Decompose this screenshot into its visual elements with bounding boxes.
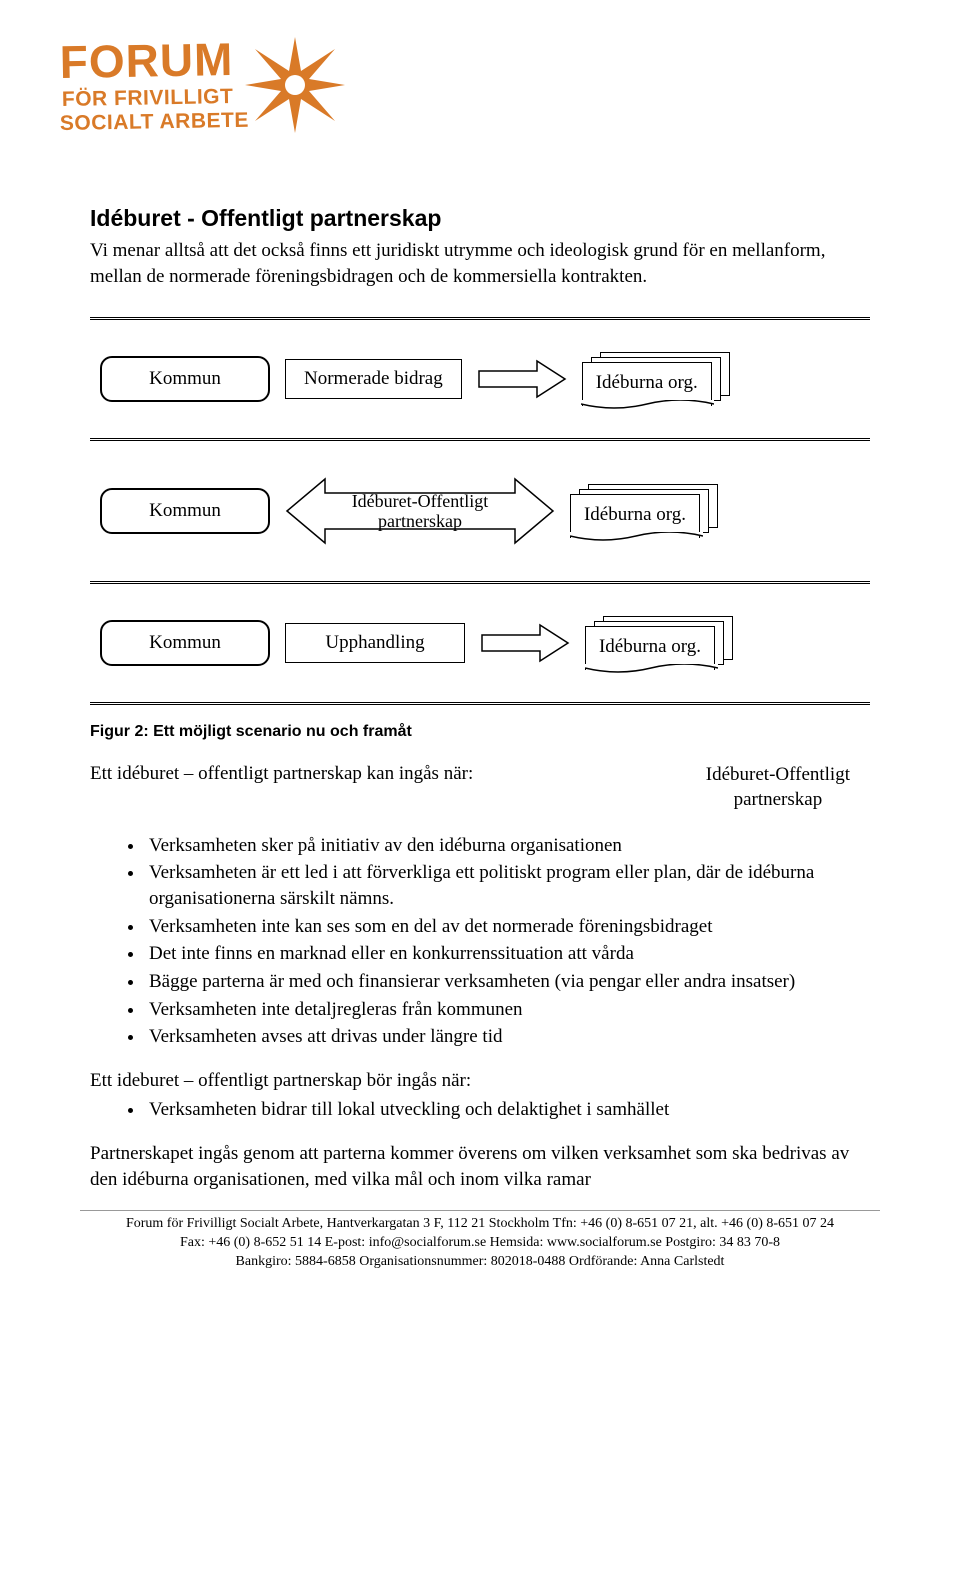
float-label: Idéburet-Offentligtpartnerskap: [706, 763, 850, 812]
logo-line1: FORUM: [60, 33, 234, 88]
list-item: Verksamheten sker på initiativ av den id…: [145, 833, 870, 859]
arrow-right-icon: [477, 359, 567, 399]
diagram-row-1: Kommun Normerade bidrag Idéburna org.: [90, 330, 870, 428]
list-item: Bägge parterna är med och finansierar ve…: [145, 969, 870, 995]
divider: [90, 438, 870, 441]
list-item: Det inte finns en marknad eller en konku…: [145, 941, 870, 967]
logo-line2: FÖR FRIVILLIGT: [62, 85, 234, 111]
svg-text:Idéburet-Offentligt: Idéburet-Offentligt: [352, 491, 489, 511]
divider: [90, 317, 870, 320]
kommun-box: Kommun: [100, 356, 270, 402]
kan-intro: Ett idéburet – offentligt partnerskap ka…: [90, 763, 473, 785]
ideburna-stack: Idéburna org.: [585, 616, 735, 670]
footer: Forum för Frivilligt Socialt Arbete, Han…: [90, 1215, 870, 1272]
figure-caption: Figur 2: Ett möjligt scenario nu och fra…: [90, 723, 870, 741]
normerade-bidrag-box: Normerade bidrag: [285, 359, 462, 399]
bullets-kan: Verksamheten sker på initiativ av den id…: [145, 833, 870, 1050]
double-arrow-icon: Idéburet-Offentligt partnerskap: [285, 473, 555, 549]
diagram-row-2: Kommun Idéburet-Offentligt partnerskap I…: [90, 451, 870, 571]
divider: [90, 702, 870, 705]
diagram-row-3: Kommun Upphandling Idéburna org.: [90, 594, 870, 692]
ideburna-stack: Idéburna org.: [582, 352, 732, 406]
footer-separator: [80, 1210, 880, 1211]
list-item: Verksamheten är ett led i att förverklig…: [145, 860, 870, 911]
list-item: Verksamheten inte detaljregleras från ko…: [145, 997, 870, 1023]
kommun-box: Kommun: [100, 488, 270, 534]
logo: FORUM FÖR FRIVILLIGT SOCIALT ARBETE: [60, 30, 870, 165]
closing-paragraph: Partnerskapet ingås genom att parterna k…: [90, 1141, 870, 1192]
list-item: Verksamheten avses att drivas under läng…: [145, 1024, 870, 1050]
svg-text:partnerskap: partnerskap: [378, 511, 462, 531]
list-item: Verksamheten inte kan ses som en del av …: [145, 914, 870, 940]
arrow-right-icon: [480, 623, 570, 663]
logo-line3: SOCIALT ARBETE: [60, 109, 249, 135]
upphandling-box: Upphandling: [285, 623, 465, 663]
bullets-bor: Verksamheten bidrar till lokal utvecklin…: [145, 1097, 870, 1123]
bor-intro: Ett ideburet – offentligt partnerskap bö…: [90, 1068, 870, 1094]
divider: [90, 581, 870, 584]
ideburna-stack: Idéburna org.: [570, 484, 720, 538]
intro-paragraph: Vi menar alltså att det också finns ett …: [90, 238, 870, 289]
section-title: Idéburet - Offentligt partnerskap: [90, 205, 870, 232]
list-item: Verksamheten bidrar till lokal utvecklin…: [145, 1097, 870, 1123]
kommun-box: Kommun: [100, 620, 270, 666]
